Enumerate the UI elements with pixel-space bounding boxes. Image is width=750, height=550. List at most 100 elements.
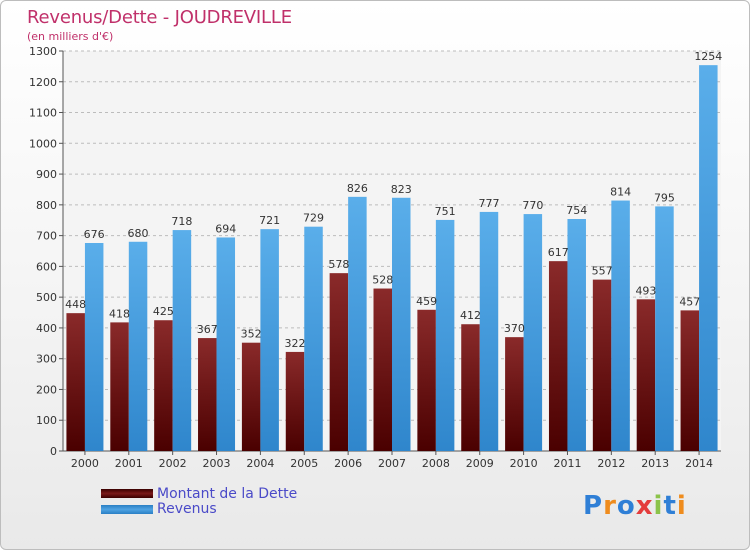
bar-revenus [392,197,411,451]
bar-dette [680,310,700,451]
data-label: 578 [328,258,349,271]
data-label: 721 [259,214,280,227]
data-label: 729 [303,212,324,225]
y-tick-label: 400 [36,322,57,335]
bar-revenus [128,241,148,451]
data-label: 457 [679,295,700,308]
bar-dette [285,351,305,451]
logo-letter: x [635,491,654,521]
bar-revenus [567,219,586,451]
data-label: 754 [566,204,587,217]
x-tick-label: 2004 [246,457,274,470]
bar-dette [198,338,217,451]
y-tick-label: 200 [36,383,57,396]
bar-revenus [699,65,718,452]
data-label: 617 [548,246,569,259]
data-label: 680 [128,227,149,240]
bar-dette [592,279,612,451]
data-label: 826 [347,182,368,195]
x-tick-label: 2003 [203,457,231,470]
bar-dette [417,309,436,451]
data-label: 412 [460,309,481,322]
x-tick-label: 2005 [290,457,318,470]
y-tick-label: 300 [36,353,57,366]
data-label: 777 [478,197,499,210]
bar-revenus [216,237,236,451]
x-tick-label: 2012 [597,457,625,470]
y-tick-label: 700 [36,230,57,243]
bar-dette [110,322,129,451]
data-label: 367 [197,323,218,336]
y-tick-label: 0 [50,445,57,458]
bar-dette [636,299,656,451]
data-label: 676 [84,228,105,241]
data-label: 448 [65,298,86,311]
x-tick-label: 2006 [334,457,362,470]
data-label: 528 [372,274,393,287]
data-label: 322 [285,337,306,350]
logo-letter: i [676,491,687,521]
y-tick-label: 1100 [29,107,57,120]
legend-swatch-revenus [101,505,153,514]
proxiti-logo: Proxiti [583,491,687,521]
x-tick-label: 2011 [553,457,581,470]
x-tick-label: 2009 [466,457,494,470]
bar-revenus [611,200,630,451]
data-label: 718 [171,215,192,228]
legend-swatch-dette [101,489,153,498]
data-label: 770 [522,199,543,212]
x-tick-label: 2002 [159,457,187,470]
legend-label-dette: Montant de la Dette [157,486,298,502]
bar-dette [505,337,524,451]
bar-dette [154,320,173,451]
bar-dette [241,342,261,451]
y-tick-label: 500 [36,291,57,304]
bar-dette [548,261,568,451]
bar-revenus [523,214,543,451]
bar-revenus [304,226,323,451]
bar-revenus [435,219,455,451]
x-tick-label: 2010 [510,457,538,470]
bar-revenus [348,196,367,451]
logo-letter: P [583,491,604,521]
y-tick-label: 1200 [29,76,57,89]
x-tick-label: 2008 [422,457,450,470]
data-label: 751 [435,205,456,218]
data-label: 795 [654,191,675,204]
bar-dette [66,313,85,451]
y-tick-label: 800 [36,199,57,212]
data-label: 459 [416,295,437,308]
bar-dette [461,324,480,451]
x-tick-label: 2014 [685,457,713,470]
data-label: 694 [215,222,236,235]
data-label: 814 [610,186,631,199]
y-tick-label: 900 [36,168,57,181]
bar-revenus [479,211,499,451]
logo-letter: t [663,491,677,521]
x-tick-label: 2013 [641,457,669,470]
logo-letter: i [653,491,664,521]
legend-label-revenus: Revenus [157,501,217,517]
data-label: 370 [504,322,525,335]
data-label: 418 [109,307,130,320]
x-tick-label: 2000 [71,457,99,470]
logo-letter: r [603,491,617,521]
chart-subtitle: (en milliers d'€) [27,30,114,43]
y-tick-label: 1300 [29,45,57,58]
bar-dette [373,288,392,451]
y-tick-label: 1000 [29,137,57,150]
y-tick-label: 600 [36,260,57,273]
data-label: 1254 [694,50,722,63]
data-label: 352 [241,328,262,341]
bar-revenus [84,243,104,451]
chart-title: Revenus/Dette - JOUDREVILLE [27,7,292,28]
x-tick-label: 2007 [378,457,406,470]
y-tick-label: 100 [36,414,57,427]
bar-revenus [655,206,674,451]
data-label: 425 [153,305,174,318]
bar-revenus [260,229,279,451]
data-label: 823 [391,183,412,196]
data-label: 557 [592,265,613,278]
